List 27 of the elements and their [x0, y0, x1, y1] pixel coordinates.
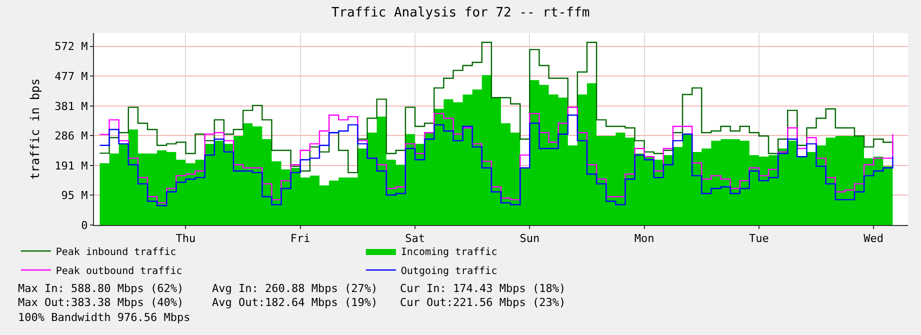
chart-title: Traffic Analysis for 72 -- rt-ffm — [331, 5, 590, 20]
x-tick-label: Mon — [634, 232, 654, 246]
legend-label: Peak outbound traffic — [56, 266, 182, 277]
y-tick-label: 381 M — [54, 100, 88, 113]
text: Avg In: 260.88 Mbps (27%) — [212, 282, 378, 295]
y-tick-label: 477 M — [54, 70, 88, 83]
x-tick-label: Thu — [176, 232, 196, 246]
y-tick-label: 95 M — [61, 189, 88, 202]
text: Max In: 588.80 Mbps (62%) — [18, 282, 184, 295]
x-tick-label: Wed — [864, 232, 884, 246]
text: 100% Bandwidth 976.56 Mbps — [18, 311, 190, 324]
y-tick-label: 191 M — [54, 159, 88, 172]
y-tick-label: 0 — [81, 218, 88, 232]
text: Max Out:383.38 Mbps (40%) — [18, 296, 184, 309]
x-tick-label: Sat — [405, 232, 425, 246]
legend-label: Outgoing traffic — [400, 266, 498, 277]
y-axis-title: traffic in bps — [28, 78, 42, 180]
text: Cur In: 174.43 Mbps (18%) — [400, 282, 566, 295]
text: Cur Out:221.56 Mbps (23%) — [400, 296, 566, 309]
legend-label: Peak inbound traffic — [56, 246, 176, 258]
y-tick-label: 572 M — [54, 40, 88, 54]
legend-label: Incoming traffic — [400, 246, 498, 258]
x-tick-label: Sun — [520, 232, 540, 246]
text: Avg Out:182.64 Mbps (19%) — [212, 296, 378, 309]
y-tick-label: 286 M — [54, 130, 88, 143]
x-tick-label: Tue — [749, 232, 769, 246]
x-tick-label: Fri — [290, 232, 310, 246]
